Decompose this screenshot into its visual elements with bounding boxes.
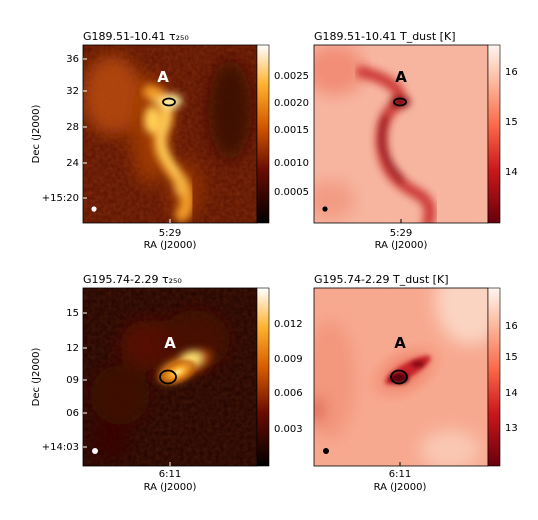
y-axis-ticks: 15 12 09 06 +14:03 [42,308,87,453]
tau-map-image [83,288,257,466]
source-aperture-ellipse [390,369,408,385]
colorbar: 16 15 14 [487,44,518,224]
panel-title: G195.74-2.29 τ₂₅₀ [83,273,182,286]
y-tick-label: 06 [66,408,79,419]
colorbar-tick-label: 0.0020 [274,98,309,109]
y-tick-label: 15 [66,308,79,319]
source-aperture-ellipse [393,97,407,107]
x-axis-label: RA (J2000) [144,240,197,251]
x-axis-label: RA (J2000) [374,482,427,493]
tdust-map-image [314,45,488,223]
colorbar-tick-label: 0.003 [274,424,303,435]
tdust-map-image [314,288,488,466]
panel-title: G189.51-10.41 τ₂₅₀ [83,30,189,43]
y-tick-label: 24 [66,158,79,169]
x-tick-label: 5:29 [159,228,181,239]
colorbar: 0.012 0.009 0.006 0.003 [256,287,303,467]
y-tick-label: 32 [66,86,79,97]
colorbar-tick-label: 15 [505,352,518,363]
panel-tau-g189: G189.51-10.41 τ₂₅₀ A [31,30,309,251]
y-tick-label: 36 [66,54,79,65]
colorbar-tick-label: 0.006 [274,388,303,399]
x-axis-label: RA (J2000) [375,240,428,251]
colorbar-tick-label: 16 [505,67,518,78]
tau-map-image [83,45,257,223]
colorbar-tick-label: 16 [505,321,518,332]
y-axis-label: Dec (J2000) [31,348,42,407]
panel-tdust-g189: G189.51-10.41 T_dust [K] A 5:29 RA (J200… [313,30,518,251]
source-label-a: A [394,334,406,352]
y-tick-label: 12 [66,343,79,354]
colorbar-tick-label: 0.0010 [274,158,309,169]
source-aperture-ellipse [159,369,177,385]
x-tick-label: 6:11 [159,469,181,480]
source-label-a: A [157,68,169,86]
colorbar-tick-label: 0.012 [274,319,303,330]
panel-tdust-g195: G195.74-2.29 T_dust [K] A 6:11 RA (J2000… [313,273,518,493]
colorbar-tick-label: 13 [505,423,518,434]
colorbar-tick-label: 14 [505,388,518,399]
colorbar-tick-label: 0.009 [274,354,303,365]
beam-marker [91,206,97,212]
panel-title: G189.51-10.41 T_dust [K] [314,30,455,43]
y-tick-label: +14:03 [42,442,79,453]
colorbar-tick-label: 14 [505,167,518,178]
y-tick-label: 09 [66,375,79,386]
y-tick-label: +15:20 [42,193,79,204]
colorbar-tick-label: 0.0015 [274,125,309,136]
source-aperture-ellipse [162,97,176,107]
colorbar-tick-label: 0.0005 [274,187,309,198]
panel-title: G195.74-2.29 T_dust [K] [314,273,448,286]
y-axis-ticks: 36 32 28 24 +15:20 [42,54,87,204]
colorbar-tick-label: 15 [505,117,518,128]
colorbar: 16 15 14 13 [487,287,518,467]
beam-marker [92,448,98,454]
beam-marker [323,448,329,454]
y-tick-label: 28 [66,122,79,133]
colorbar: 0.0025 0.0020 0.0015 0.0010 0.0005 [256,44,309,224]
source-label-a: A [395,68,407,86]
panel-tau-g195: G195.74-2.29 τ₂₅₀ A 15 [31,273,303,493]
colorbar-tick-label: 0.0025 [274,71,309,82]
x-tick-label: 6:11 [389,469,411,480]
beam-marker [322,206,328,212]
x-tick-label: 5:29 [390,228,412,239]
x-axis-label: RA (J2000) [144,482,197,493]
y-axis-label: Dec (J2000) [31,105,42,164]
source-label-a: A [164,334,176,352]
